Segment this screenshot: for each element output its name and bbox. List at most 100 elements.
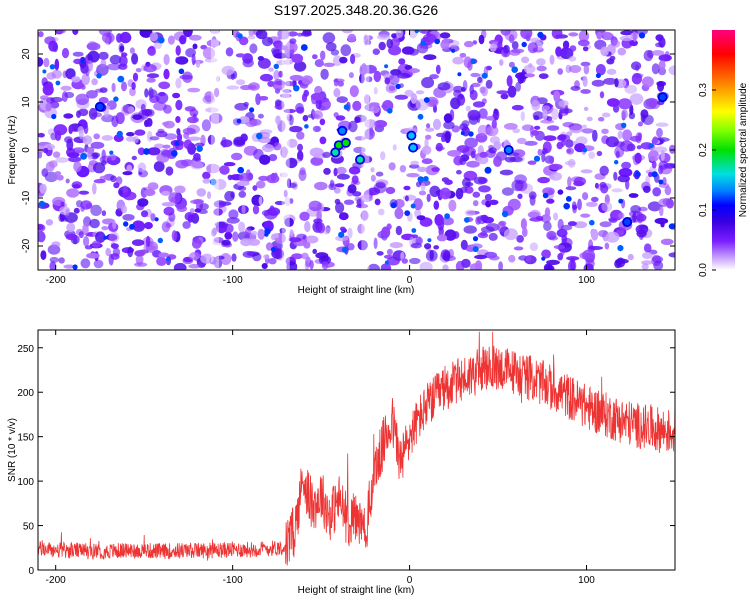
heatmap-texture-blob: [300, 31, 312, 37]
heatmap-texture-blob: [105, 247, 111, 257]
heatmap-texture-blob: [506, 75, 513, 87]
heatmap-texture-blob: [103, 235, 108, 240]
heatmap-texture-blob: [370, 105, 380, 114]
heatmap-texture-blob: [349, 85, 359, 98]
heatmap-texture-blob: [87, 60, 93, 72]
heatmap-texture-blob: [55, 80, 61, 86]
heatmap-texture-blob: [335, 202, 345, 214]
heatmap-texture-blob: [168, 192, 181, 204]
heatmap-texture-blob: [388, 74, 400, 85]
heatmap-texture-blob: [406, 173, 420, 178]
heatmap-texture-blob: [525, 255, 532, 262]
heatmap-texture-blob: [666, 198, 674, 209]
snr-series-line: [38, 331, 675, 566]
heatmap-texture-blob: [471, 82, 481, 88]
heatmap-texture-blob: [375, 171, 384, 177]
heatmap-texture-blob: [582, 249, 596, 261]
x-tick-label: -100: [223, 575, 243, 586]
heatmap-texture-blob: [500, 93, 509, 100]
heatmap-texture-blob: [462, 147, 476, 156]
heatmap-texture-blob: [481, 86, 488, 97]
heatmap-texture-blob: [268, 154, 278, 162]
heatmap-texture-blob: [654, 217, 669, 225]
heatmap-texture-blob: [305, 235, 319, 244]
heatmap-texture-blob: [395, 30, 404, 39]
heatmap-texture-blob: [658, 179, 664, 185]
heatmap-texture-blob: [168, 212, 176, 222]
heatmap-texture-blob: [112, 247, 121, 257]
heatmap-texture-blob: [301, 93, 308, 102]
heatmap-texture-blob: [162, 121, 170, 126]
heatmap-texture-blob: [297, 150, 304, 162]
heatmap-texture-blob: [543, 263, 553, 270]
heatmap-texture-blob: [80, 258, 91, 269]
heatmap-texture-blob: [238, 190, 247, 198]
heatmap-texture-blob: [188, 34, 202, 41]
heatmap-texture-blob: [442, 264, 449, 270]
heatmap-texture-blob: [651, 63, 660, 75]
heatmap-texture-blob: [374, 198, 381, 206]
heatmap-texture-blob: [437, 82, 451, 91]
heatmap-texture-blob: [49, 261, 57, 270]
heatmap-texture-blob: [372, 48, 380, 55]
heatmap-texture-blob: [224, 231, 233, 240]
heatmap-texture-blob: [390, 38, 400, 48]
heatmap-texture-blob: [301, 252, 309, 260]
heatmap-texture-blob: [199, 203, 209, 211]
heatmap-texture-blob: [118, 63, 128, 70]
heatmap-texture-blob: [591, 196, 599, 203]
heatmap-texture-blob: [564, 161, 576, 166]
heatmap-texture-blob: [121, 81, 127, 92]
heatmap-texture-blob: [632, 212, 637, 223]
heatmap-texture-blob: [537, 31, 544, 38]
heatmap-texture-blob: [640, 142, 653, 150]
heatmap-texture-blob: [179, 74, 193, 80]
heatmap-texture-blob: [67, 152, 80, 158]
heatmap-hotspot: [624, 218, 631, 226]
heatmap-texture-blob: [422, 145, 432, 155]
heatmap-texture-blob: [457, 72, 462, 77]
heatmap-texture-blob: [162, 144, 171, 149]
heatmap-hotspots: [94, 92, 668, 227]
heatmap-texture-blob: [532, 111, 544, 120]
heatmap-texture-blob: [582, 147, 588, 153]
heatmap-texture-blob: [511, 66, 518, 73]
heatmap-hotspot: [409, 144, 417, 151]
heatmap-texture-blob: [260, 73, 273, 82]
heatmap-texture-blob: [508, 61, 515, 68]
heatmap-texture-blob: [484, 166, 492, 174]
heatmap-texture-blob: [215, 255, 225, 260]
heatmap-texture-blob: [190, 161, 204, 170]
heatmap-texture-blob: [546, 198, 555, 204]
heatmap-texture-blob: [269, 205, 275, 216]
heatmap-texture-blob: [608, 217, 617, 222]
heatmap-texture-blob: [68, 125, 73, 134]
heatmap-texture-blob: [601, 201, 613, 212]
heatmap-texture-blob: [596, 150, 603, 157]
heatmap-texture-blob: [641, 76, 654, 88]
heatmap-texture-blob: [161, 190, 171, 196]
heatmap-texture-blob: [416, 42, 429, 54]
heatmap-texture-blob: [335, 183, 345, 188]
heatmap-texture-blob: [241, 204, 246, 215]
heatmap-texture-blob: [622, 129, 633, 142]
heatmap-texture-blob: [297, 143, 303, 152]
heatmap-texture-blob: [395, 83, 401, 90]
heatmap-texture-blob: [284, 80, 294, 87]
heatmap-texture-blob: [648, 171, 653, 178]
heatmap-texture-blob: [352, 100, 362, 111]
heatmap-texture-blob: [284, 196, 291, 207]
heatmap-texture-blob: [521, 41, 527, 48]
heatmap-texture-blob: [288, 114, 294, 126]
heatmap-texture-blob: [202, 178, 211, 184]
heatmap-texture-blob: [384, 64, 389, 69]
heatmap-texture-blob: [209, 178, 217, 186]
heatmap-texture-blob: [417, 113, 424, 120]
heatmap-texture-blob: [511, 104, 524, 111]
heatmap-texture-blob: [522, 227, 528, 238]
heatmap-texture-blob: [44, 171, 58, 183]
heatmap-texture-blob: [319, 118, 326, 126]
heatmap-texture-blob: [343, 199, 355, 205]
heatmap-texture-blob: [107, 234, 118, 242]
heatmap-texture-blob: [39, 183, 47, 194]
